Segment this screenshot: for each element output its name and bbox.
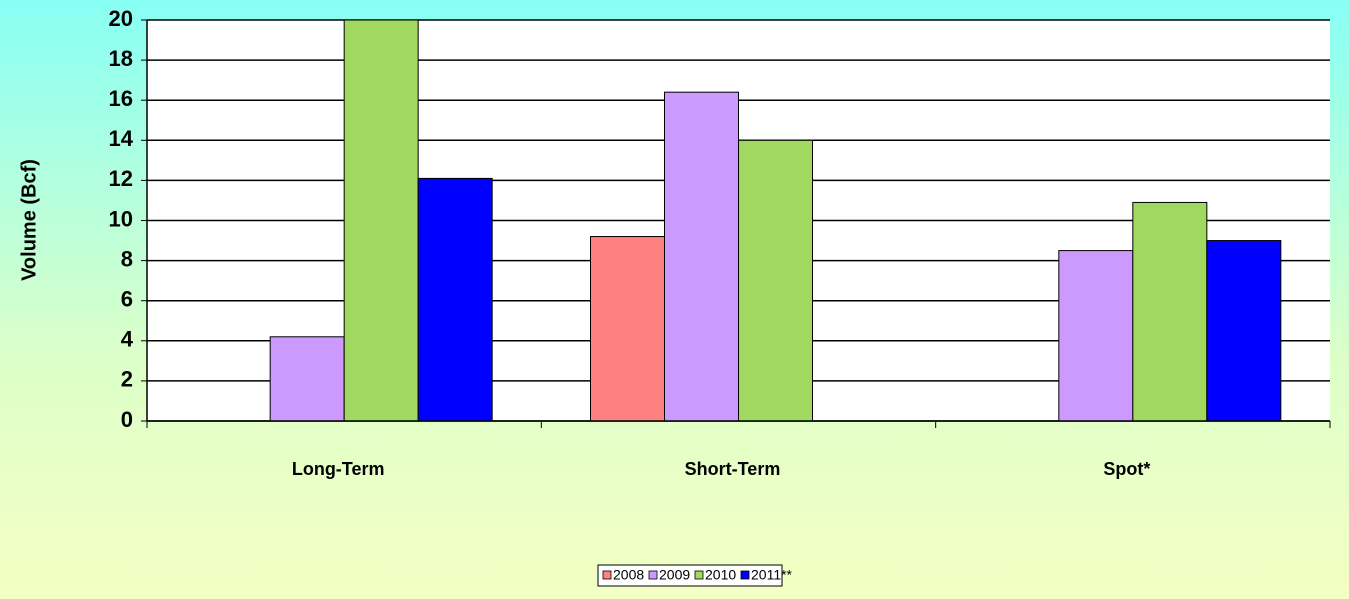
y-tick-label: 12 — [109, 166, 133, 191]
legend-label: 2010 — [705, 567, 736, 583]
bar — [269, 336, 345, 422]
y-tick-label: 20 — [109, 6, 133, 31]
legend-label: 2008 — [613, 567, 644, 583]
y-tick-label: 8 — [121, 246, 133, 271]
x-tick-label: Short-Term — [685, 459, 781, 479]
legend-swatch — [648, 570, 658, 580]
x-tick-label: Long-Term — [292, 459, 385, 479]
bar — [1132, 201, 1208, 422]
legend-swatch — [694, 570, 704, 580]
legend-label: 2009 — [659, 567, 690, 583]
y-tick-label: 14 — [109, 126, 134, 151]
legend-swatch — [602, 570, 612, 580]
y-tick-label: 0 — [121, 407, 133, 432]
bar — [343, 19, 419, 422]
legend-label: 2011** — [751, 567, 793, 583]
x-tick-label: Spot* — [1103, 459, 1150, 479]
y-tick-label: 18 — [109, 46, 133, 71]
y-tick-label: 6 — [121, 287, 133, 312]
bar — [590, 236, 665, 422]
bar — [1058, 250, 1134, 422]
y-axis-label: Volume (Bcf) — [18, 159, 40, 281]
y-tick-label: 4 — [121, 327, 134, 352]
y-tick-label: 10 — [109, 206, 133, 231]
y-tick-label: 2 — [121, 367, 133, 392]
bar — [417, 177, 493, 422]
bar — [664, 91, 739, 422]
bar — [738, 139, 813, 422]
legend-box — [597, 564, 783, 587]
bar — [1206, 240, 1282, 422]
y-tick-label: 16 — [109, 86, 133, 111]
legend-swatch — [740, 570, 750, 580]
